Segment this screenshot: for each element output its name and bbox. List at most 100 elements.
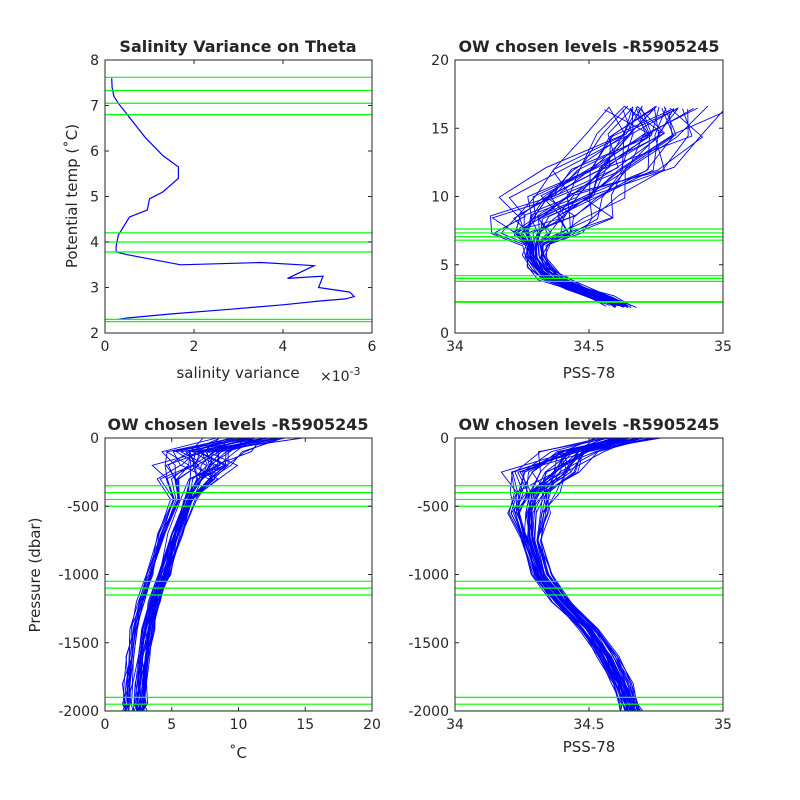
y-tick-label: 0 bbox=[440, 326, 449, 342]
panel-1-x-exponent-power: -3 bbox=[350, 365, 361, 378]
profile-line bbox=[132, 438, 276, 711]
y-tick-label: 15 bbox=[431, 121, 449, 137]
y-tick-label: -2000 bbox=[58, 704, 99, 720]
profile-line bbox=[536, 107, 675, 308]
x-tick-label: 10 bbox=[230, 717, 248, 733]
x-tick-label: 34 bbox=[446, 717, 464, 733]
profile-line bbox=[508, 438, 630, 711]
x-tick-label: 20 bbox=[363, 717, 381, 733]
profile-line bbox=[491, 106, 634, 305]
panel-4-axes-frame bbox=[454, 437, 724, 712]
panel-1-axes-frame bbox=[104, 59, 373, 334]
panel-4-title: OW chosen levels -R5905245 bbox=[458, 415, 719, 434]
profile-line bbox=[526, 108, 677, 306]
profile-line bbox=[531, 106, 634, 306]
plot-area bbox=[455, 105, 723, 309]
panel-3-plot: 0 5 10 15 20 -2000 -1500 -1000 -500 0 bbox=[58, 431, 381, 733]
profile-line bbox=[127, 438, 245, 711]
x-tick-label: 2 bbox=[190, 339, 199, 355]
x-tick-label: 35 bbox=[714, 717, 732, 733]
panel-3-title: OW chosen levels -R5905245 bbox=[107, 415, 368, 434]
panel-salinity-pressure: OW chosen levels -R5905245 PSS-78 34 34.5… bbox=[408, 415, 732, 756]
profile-line bbox=[537, 107, 698, 306]
y-tick-label: 8 bbox=[90, 53, 99, 69]
axes-border bbox=[454, 437, 724, 712]
profile-line bbox=[136, 438, 263, 711]
panel-1-x-exponent-base: ×10 bbox=[320, 369, 350, 385]
plot-area bbox=[455, 438, 723, 711]
profile-line bbox=[138, 438, 265, 711]
y-tick-label: 5 bbox=[440, 258, 449, 274]
profile-line bbox=[136, 438, 253, 711]
y-tick-label: 0 bbox=[440, 431, 449, 447]
panel-2-xlabel: PSS-78 bbox=[563, 364, 616, 382]
profile-line bbox=[139, 438, 255, 711]
profile-line bbox=[514, 438, 628, 711]
y-tick-label: 20 bbox=[431, 53, 449, 69]
x-tick-label: 15 bbox=[296, 717, 314, 733]
axes-border bbox=[104, 437, 373, 712]
y-tick-label: 10 bbox=[431, 190, 449, 206]
y-tick-label: -2000 bbox=[408, 704, 449, 720]
profile-line bbox=[141, 438, 255, 711]
x-tick-label: 34 bbox=[446, 339, 464, 355]
profile-line bbox=[121, 438, 234, 711]
y-tick-label: -1500 bbox=[58, 636, 99, 652]
panel-1-ylabel: Potential temp (˚C) bbox=[63, 124, 81, 268]
profile-line bbox=[540, 438, 644, 711]
profile-line bbox=[536, 438, 661, 711]
y-tick-label: -500 bbox=[67, 499, 99, 515]
y-tick-label: -500 bbox=[417, 499, 449, 515]
y-tick-label: -1000 bbox=[408, 568, 449, 584]
panel-salinity-variance: Salinity Variance on Theta salinity vari… bbox=[63, 37, 377, 385]
y-tick-label: 2 bbox=[90, 326, 99, 342]
panel-4-xlabel: PSS-78 bbox=[563, 738, 616, 756]
profile-line bbox=[537, 438, 643, 711]
profile-line bbox=[122, 438, 253, 711]
panel-1-x-exponent: ×10-3 bbox=[320, 365, 361, 385]
axes-border bbox=[104, 59, 373, 334]
panel-2-title: OW chosen levels -R5905245 bbox=[458, 37, 719, 56]
y-tick-label: -1000 bbox=[58, 568, 99, 584]
x-tick-label: 4 bbox=[279, 339, 288, 355]
axes-border bbox=[454, 59, 724, 334]
panel-1-xlabel: salinity variance bbox=[176, 364, 299, 382]
profile-line bbox=[531, 438, 636, 711]
profile-line bbox=[541, 106, 677, 307]
profile-line bbox=[527, 438, 645, 711]
profile-line bbox=[527, 438, 644, 711]
y-tick-label: 0 bbox=[90, 431, 99, 447]
panel-2-plot: 34 34.5 35 0 5 10 15 20 bbox=[431, 53, 732, 355]
panel-3-xlabel: ˚C bbox=[229, 744, 247, 762]
y-tick-label: 7 bbox=[90, 99, 99, 115]
plot-area bbox=[105, 438, 372, 711]
x-tick-label: 35 bbox=[714, 339, 732, 355]
x-tick-label: 0 bbox=[101, 339, 110, 355]
profile-line bbox=[136, 438, 278, 711]
profile-line bbox=[121, 438, 235, 711]
panel-temperature-pressure: OW chosen levels -R5905245 ˚C Pressure (… bbox=[26, 415, 381, 762]
y-tick-label: -1500 bbox=[408, 636, 449, 652]
profile-line bbox=[140, 438, 281, 711]
plot-area bbox=[105, 76, 372, 323]
profile-line bbox=[140, 438, 252, 711]
x-tick-label: 0 bbox=[101, 717, 110, 733]
panel-4-plot: 34 34.5 35 -2000 -1500 -1000 -500 0 bbox=[408, 431, 732, 733]
profile-line bbox=[134, 438, 279, 711]
profile-line bbox=[126, 438, 218, 711]
y-tick-label: 3 bbox=[90, 281, 99, 297]
profile-line bbox=[539, 438, 652, 711]
panel-salinity-theta: OW chosen levels -R5905245 PSS-78 34 34.5… bbox=[431, 37, 732, 382]
profile-line bbox=[123, 438, 254, 711]
y-tick-label: 5 bbox=[90, 190, 99, 206]
panel-3-ylabel: Pressure (dbar) bbox=[26, 518, 44, 633]
x-tick-label: 34.5 bbox=[573, 717, 604, 733]
x-tick-label: 5 bbox=[167, 717, 176, 733]
y-tick-label: 4 bbox=[90, 235, 99, 251]
y-tick-label: 6 bbox=[90, 144, 99, 160]
panel-1-title: Salinity Variance on Theta bbox=[119, 37, 356, 56]
x-tick-label: 6 bbox=[368, 339, 377, 355]
x-tick-label: 34.5 bbox=[573, 339, 604, 355]
